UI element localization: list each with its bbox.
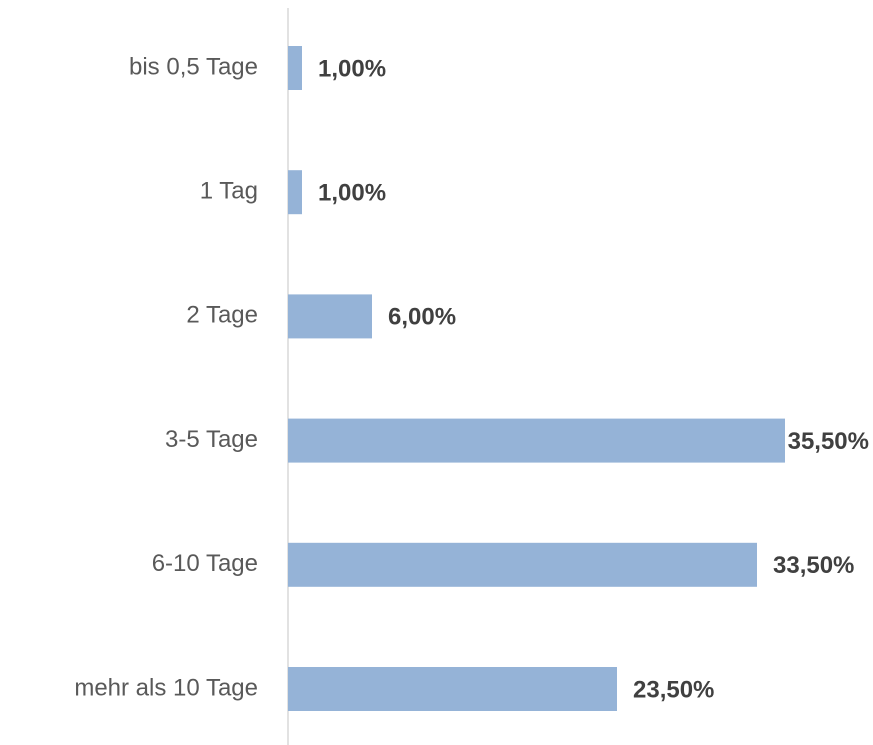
bar xyxy=(288,542,757,587)
category-label: 1 Tag xyxy=(200,178,258,205)
bar xyxy=(288,667,617,711)
bar xyxy=(288,418,785,463)
category-label: 2 Tage xyxy=(186,302,258,329)
value-label: 23,50% xyxy=(633,676,714,703)
value-label: 1,00% xyxy=(318,180,386,207)
category-label: bis 0,5 Tage xyxy=(129,53,258,80)
category-label: 6-10 Tage xyxy=(152,550,258,577)
value-label: 1,00% xyxy=(318,55,386,82)
bar xyxy=(288,294,372,339)
value-label: 6,00% xyxy=(388,304,456,331)
bar xyxy=(288,170,302,215)
category-label: 3-5 Tage xyxy=(165,426,258,453)
bar xyxy=(288,46,302,90)
category-label: mehr als 10 Tage xyxy=(74,674,258,701)
value-label: 35,50% xyxy=(788,428,869,455)
value-label: 33,50% xyxy=(773,552,854,579)
